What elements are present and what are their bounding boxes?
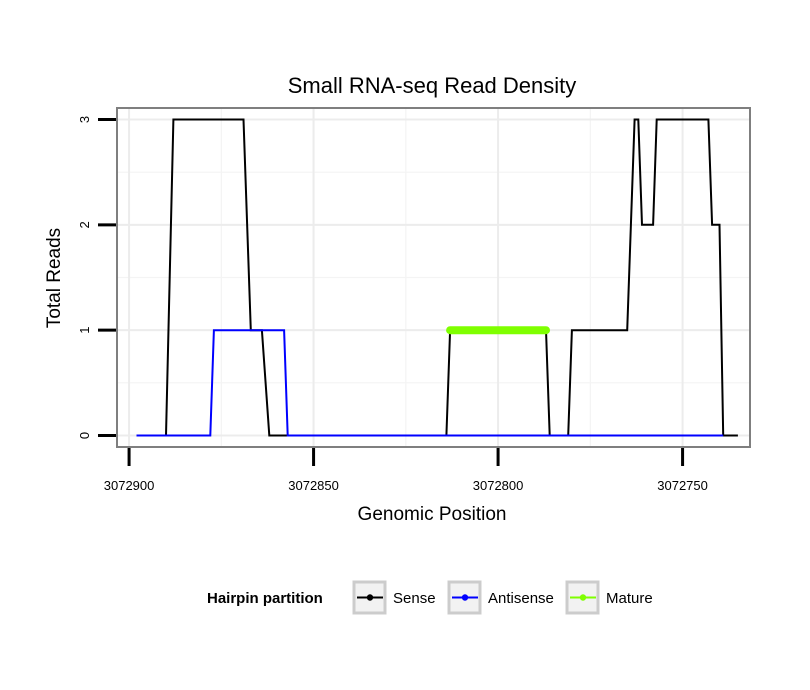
legend-label: Antisense: [488, 590, 554, 607]
series-line-antisense: [136, 329, 724, 437]
y-tick-label: 2: [77, 221, 92, 228]
plot-panel-border: [116, 107, 751, 448]
y-tick-label: 1: [77, 327, 92, 334]
x-axis-title: Genomic Position: [358, 504, 507, 525]
x-tick-label: 3072800: [473, 478, 524, 493]
legend: Hairpin partition Sense Antisense Mature: [207, 580, 653, 615]
legend-key-point: [461, 594, 469, 601]
x-tick-label: 3072750: [657, 478, 708, 493]
legend-title: Hairpin partition: [207, 590, 323, 607]
legend-item-antisense: Antisense: [447, 580, 554, 615]
legend-label: Sense: [393, 590, 436, 607]
legend-key-point: [579, 594, 587, 601]
y-axis-title: Total Reads: [44, 228, 65, 328]
x-tick-label: 3072850: [288, 478, 339, 493]
legend-label: Mature: [606, 590, 653, 607]
chart-title: Small RNA-seq Read Density: [288, 73, 577, 98]
legend-item-mature: Mature: [565, 580, 653, 615]
legend-key-point: [366, 594, 374, 601]
y-tick-label: 0: [77, 432, 92, 439]
grid: [118, 109, 749, 446]
axes: 3072900 3072850 3072800 3072750 0 1 2 3: [77, 116, 708, 493]
legend-item-sense: Sense: [352, 580, 436, 615]
x-tick-label: 3072900: [104, 478, 155, 493]
y-tick-label: 3: [77, 116, 92, 123]
series-layer: [136, 118, 738, 437]
series-line-sense: [136, 118, 738, 437]
